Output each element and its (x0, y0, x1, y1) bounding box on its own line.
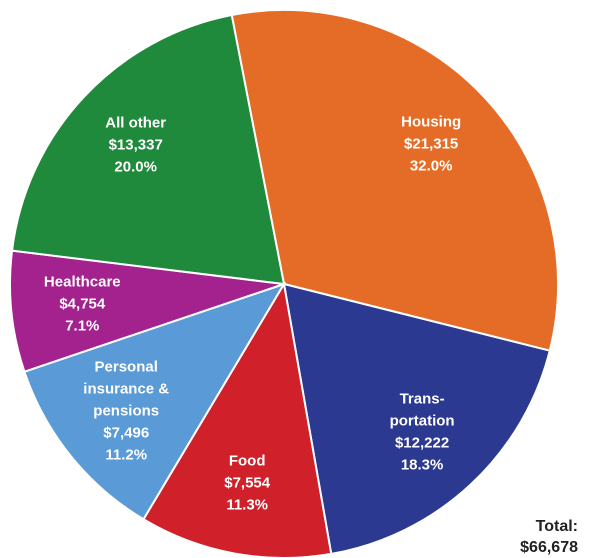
value-label: $13,337 (109, 137, 163, 154)
labels: Housing $21,315 32.0% Trans-portation $12,22… (44, 114, 461, 514)
slice (282, 282, 551, 556)
slice-label: Food (229, 452, 266, 469)
total-value: $66,678 (520, 539, 578, 556)
slices (9, 9, 559, 558)
slice (9, 249, 285, 374)
percent-label: 18.3% (401, 456, 444, 473)
slice (230, 9, 559, 352)
value-label: $4,754 (59, 296, 106, 313)
percent-label: 20.0% (114, 159, 157, 176)
slice-label: portation (390, 412, 455, 429)
slice-label: Healthcare (44, 274, 121, 291)
slice (23, 282, 287, 521)
slice-label: Housing (401, 114, 461, 131)
slice-label: Personal (95, 358, 158, 375)
slice-label: insurance & (83, 380, 169, 397)
slice-label: All other (105, 115, 166, 132)
percent-label: 11.3% (226, 496, 268, 513)
percent-label: 32.0% (410, 158, 453, 175)
value-label: $21,315 (404, 136, 458, 153)
slice (142, 281, 333, 558)
value-label: $7,554 (224, 474, 271, 491)
value-label: $7,496 (103, 424, 149, 441)
value-label: $12,222 (395, 434, 449, 451)
slice (10, 13, 286, 286)
slice-label: pensions (93, 402, 159, 419)
total-label: Total: (536, 518, 578, 535)
percent-label: 7.1% (65, 318, 99, 335)
slice-label: Trans- (400, 390, 445, 407)
percent-label: 11.2% (105, 446, 147, 463)
